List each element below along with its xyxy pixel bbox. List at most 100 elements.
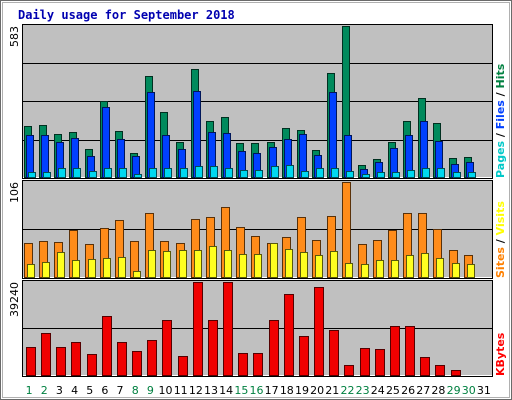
day-label-13: 13 [204,384,218,397]
pages-bar-day-28 [437,168,445,178]
day-label-31: 31 [477,384,491,397]
kbytes-bar-day-7 [117,342,127,376]
legend- /: / [494,129,507,141]
files-bar-day-1 [26,135,34,178]
kbytes-bar-day-21 [329,330,339,376]
legend- /: / [494,88,507,100]
visits-bar-day-21 [330,251,338,278]
day-label-14: 14 [219,384,233,397]
day-label-29: 29 [447,384,461,397]
visits-bar-day-2 [42,262,50,278]
legend-sites: Sites [494,247,507,278]
chart-title: Daily usage for September 2018 [18,8,235,22]
pages-bar-day-6 [104,168,112,178]
day-label-20: 20 [310,384,324,397]
visits-bar-day-16 [254,254,262,278]
day-label-25: 25 [386,384,400,397]
visits-bar-day-22 [345,263,353,278]
pages-bar-day-23 [362,174,370,178]
kbytes-panel: 39240 KBytes [8,280,507,377]
kbytes-bar-day-28 [435,365,445,376]
day-label-4: 4 [71,384,78,397]
kbytes-bar-day-18 [284,294,294,376]
hits-files-pages-panel: 583 Pages / Files / Hits [8,24,507,179]
pages-bar-day-30 [468,172,476,178]
files-bar-day-6 [102,107,110,178]
legend-visits: Visits [494,201,507,236]
pages-bar-day-15 [240,170,248,178]
legend-hits: Hits [494,63,507,88]
hits-files-pages-legend: Pages / Files / Hits [494,63,507,178]
kbytes-bar-day-5 [87,354,97,376]
day-label-2: 2 [41,384,48,397]
day-label-11: 11 [174,384,188,397]
kbytes-bar-day-1 [26,347,36,376]
visits-bar-day-25 [391,260,399,278]
files-bar-day-9 [147,92,155,178]
pages-bar-day-8 [134,174,142,178]
visits-sites-ymax-label: 106 [8,182,21,203]
day-label-30: 30 [462,384,476,397]
day-label-15: 15 [234,384,248,397]
pages-bar-day-16 [255,170,263,178]
kbytes-ymax-label: 39240 [8,282,21,317]
pages-bar-day-11 [180,168,188,178]
day-label-3: 3 [56,384,63,397]
visits-bar-day-20 [315,255,323,278]
visits-bar-day-10 [163,251,171,278]
pages-bar-day-4 [73,168,81,178]
files-bar-day-12 [193,91,201,178]
day-label-7: 7 [117,384,124,397]
pages-bar-day-14 [225,168,233,178]
kbytes-bar-day-12 [193,282,203,376]
pages-bar-day-29 [453,172,461,178]
visits-bar-day-18 [285,249,293,278]
pages-bar-day-21 [331,168,339,178]
legend- /: / [494,235,507,247]
pages-bar-day-22 [346,171,354,178]
kbytes-bar-day-29 [451,370,461,376]
visits-bar-day-17 [270,243,278,278]
pages-bar-day-26 [407,170,415,178]
chart-panels: 583 Pages / Files / Hits 106 Sites / Visits… [8,24,507,377]
day-label-9: 9 [147,384,154,397]
kbytes-bar-day-9 [147,340,157,376]
visits-sites-legend: Sites / Visits [494,201,507,278]
day-label-1: 1 [26,384,33,397]
day-label-27: 27 [416,384,430,397]
day-label-23: 23 [356,384,370,397]
day-label-24: 24 [371,384,385,397]
visits-bar-day-24 [376,260,384,278]
kbytes-bar-day-19 [299,336,309,376]
day-label-18: 18 [280,384,294,397]
pages-bar-day-10 [164,168,172,178]
visits-bar-day-19 [300,252,308,278]
pages-bar-day-9 [149,168,157,178]
day-label-10: 10 [159,384,173,397]
visits-bar-day-3 [57,252,65,278]
legend-files: Files [494,100,507,130]
pages-bar-day-18 [286,165,294,178]
visits-bar-day-1 [27,264,35,278]
visits-bar-day-12 [194,250,202,278]
kbytes-bar-day-26 [405,326,415,376]
visits-bar-day-11 [179,250,187,278]
kbytes-bar-day-15 [238,353,248,376]
day-label-28: 28 [431,384,445,397]
kbytes-bar-day-20 [314,287,324,376]
kbytes-bar-day-16 [253,353,263,376]
day-label-21: 21 [325,384,339,397]
pages-bar-day-25 [392,172,400,178]
kbytes-bar-day-25 [390,326,400,376]
visits-bar-day-4 [72,260,80,278]
day-label-26: 26 [401,384,415,397]
pages-bar-day-19 [301,171,309,178]
kbytes-bar-day-3 [56,347,66,376]
day-label-8: 8 [132,384,139,397]
pages-bar-day-13 [210,166,218,178]
pages-bar-day-17 [271,166,279,178]
pages-bar-day-20 [316,168,324,178]
legend-kbytes: KBytes [494,332,507,376]
